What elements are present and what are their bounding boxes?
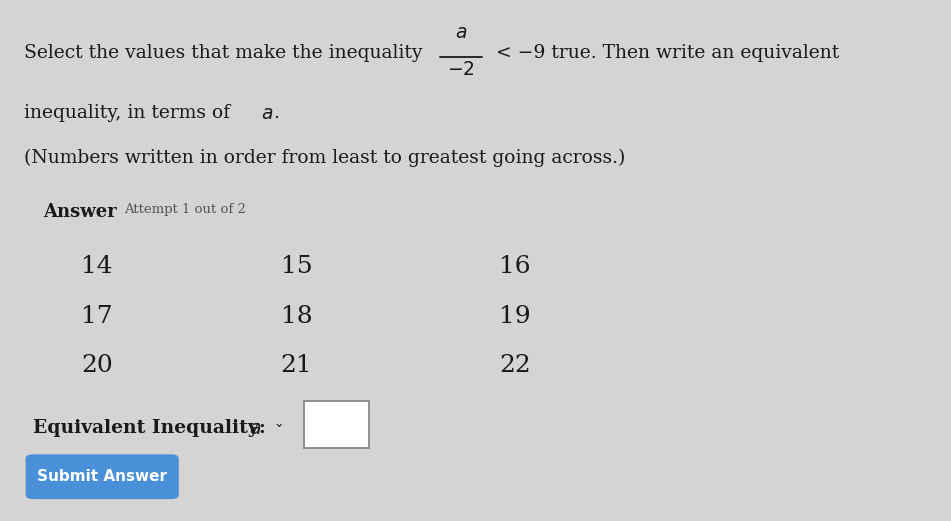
Text: 14: 14 — [81, 255, 112, 278]
Text: 19: 19 — [499, 305, 531, 328]
Text: 21: 21 — [281, 354, 312, 377]
Text: .: . — [273, 104, 279, 122]
Text: 22: 22 — [499, 354, 531, 377]
Text: 17: 17 — [81, 305, 112, 328]
Text: 16: 16 — [499, 255, 531, 278]
Text: $\mathit{a}$: $\mathit{a}$ — [249, 419, 262, 438]
Text: 20: 20 — [81, 354, 112, 377]
Text: Answer: Answer — [43, 203, 117, 221]
Text: $-2$: $-2$ — [447, 60, 476, 79]
Text: $\mathit{a}$: $\mathit{a}$ — [261, 104, 273, 123]
FancyBboxPatch shape — [304, 401, 369, 448]
Text: Equivalent Inequality:: Equivalent Inequality: — [33, 419, 273, 438]
Text: Submit Answer: Submit Answer — [37, 469, 167, 484]
FancyBboxPatch shape — [26, 454, 179, 499]
Text: ⌄: ⌄ — [274, 417, 284, 430]
Text: Attempt 1 out of 2: Attempt 1 out of 2 — [124, 203, 245, 216]
Text: (Numbers written in order from least to greatest going across.): (Numbers written in order from least to … — [24, 148, 625, 167]
Text: < −9 true. Then write an equivalent: < −9 true. Then write an equivalent — [490, 44, 839, 63]
Text: inequality, in terms of: inequality, in terms of — [24, 104, 236, 122]
Text: Select the values that make the inequality: Select the values that make the inequali… — [24, 44, 428, 63]
Text: 15: 15 — [281, 255, 312, 278]
Text: $\mathit{a}$: $\mathit{a}$ — [456, 23, 467, 42]
Text: 18: 18 — [281, 305, 312, 328]
